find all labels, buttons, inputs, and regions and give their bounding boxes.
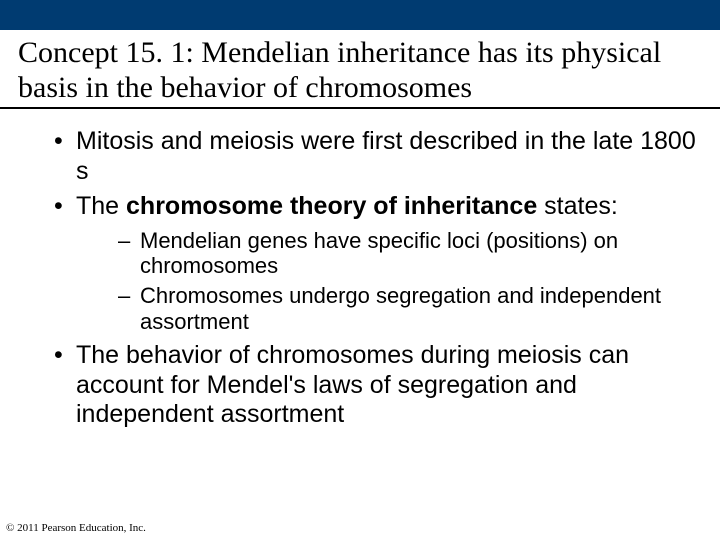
slide-content: Mitosis and meiosis were first described… [0, 127, 720, 430]
bullet-item: The behavior of chromosomes during meios… [54, 341, 702, 430]
bullet-item: The chromosome theory of inheritance sta… [54, 192, 702, 335]
slide-title: Concept 15. 1: Mendelian inheritance has… [0, 30, 720, 109]
bullet-item: Mitosis and meiosis were first described… [54, 127, 702, 186]
sub-bullet-item: Mendelian genes have specific loci (posi… [118, 228, 702, 280]
bullet-text-bold: chromosome theory of inheritance [126, 192, 537, 220]
bullet-text-post: states: [537, 192, 618, 220]
top-color-band [0, 0, 720, 30]
bullet-list-level2: Mendelian genes have specific loci (posi… [76, 228, 702, 336]
copyright-text: © 2011 Pearson Education, Inc. [6, 522, 146, 534]
sub-bullet-item: Chromosomes undergo segregation and inde… [118, 283, 702, 335]
bullet-text-pre: The [76, 192, 126, 220]
bullet-list-level1: Mitosis and meiosis were first described… [18, 127, 702, 430]
